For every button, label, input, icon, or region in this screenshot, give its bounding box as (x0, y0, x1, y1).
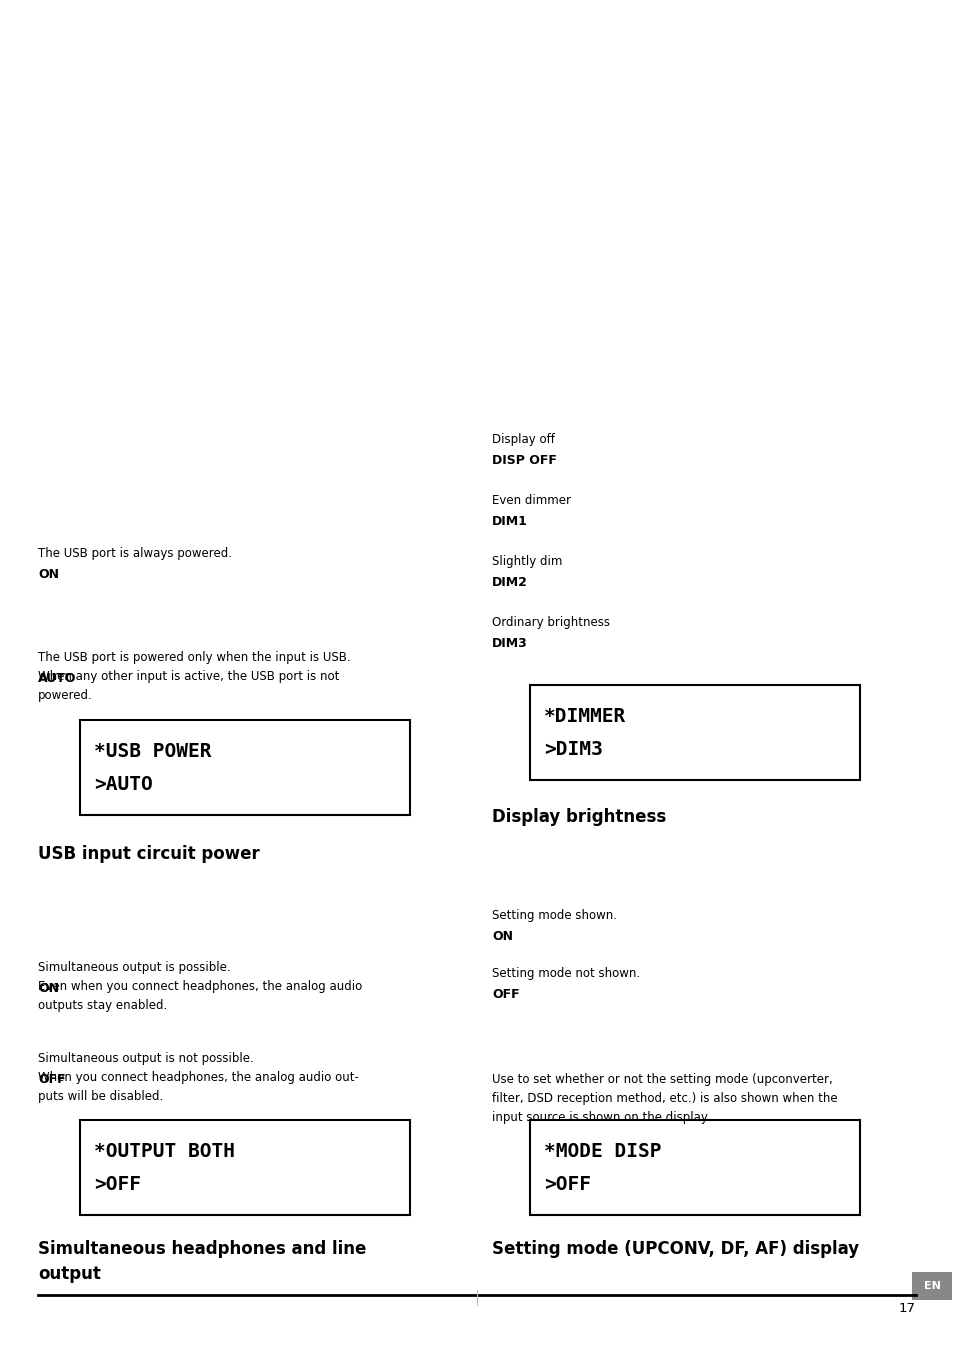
Text: ON: ON (38, 981, 59, 995)
Text: USB input circuit power: USB input circuit power (38, 845, 259, 863)
Text: AUTO: AUTO (38, 672, 76, 684)
Text: 17: 17 (898, 1301, 915, 1315)
Text: Simultaneous output is possible.
Even when you connect headphones, the analog au: Simultaneous output is possible. Even wh… (38, 961, 362, 1012)
FancyBboxPatch shape (911, 1272, 951, 1300)
Text: DIM2: DIM2 (492, 576, 527, 589)
Text: *OUTPUT BOTH: *OUTPUT BOTH (94, 1142, 234, 1161)
Text: *USB POWER: *USB POWER (94, 743, 212, 761)
Text: >OFF: >OFF (543, 1174, 590, 1195)
FancyBboxPatch shape (80, 1120, 410, 1215)
Text: Simultaneous headphones and line
output: Simultaneous headphones and line output (38, 1241, 366, 1282)
FancyBboxPatch shape (80, 720, 410, 815)
Text: ON: ON (492, 930, 513, 944)
Text: The USB port is powered only when the input is USB.
When any other input is acti: The USB port is powered only when the in… (38, 651, 351, 702)
Text: ON: ON (38, 568, 59, 580)
Text: Display off: Display off (492, 433, 555, 446)
Text: >AUTO: >AUTO (94, 775, 152, 794)
Text: Slightly dim: Slightly dim (492, 555, 561, 568)
Text: *MODE DISP: *MODE DISP (543, 1142, 660, 1161)
Text: Display brightness: Display brightness (492, 809, 665, 826)
Text: Simultaneous output is not possible.
When you connect headphones, the analog aud: Simultaneous output is not possible. Whe… (38, 1052, 358, 1103)
Text: DIM1: DIM1 (492, 514, 527, 528)
Text: OFF: OFF (38, 1073, 66, 1085)
Text: >OFF: >OFF (94, 1174, 141, 1195)
Text: DIM3: DIM3 (492, 637, 527, 649)
Text: >DIM3: >DIM3 (543, 740, 602, 759)
FancyBboxPatch shape (530, 1120, 859, 1215)
FancyBboxPatch shape (530, 684, 859, 780)
Text: *DIMMER: *DIMMER (543, 707, 625, 726)
Text: EN: EN (923, 1281, 940, 1291)
Text: Use to set whether or not the setting mode (upconverter,
filter, DSD reception m: Use to set whether or not the setting mo… (492, 1073, 837, 1125)
Text: Setting mode (UPCONV, DF, AF) display: Setting mode (UPCONV, DF, AF) display (492, 1241, 859, 1258)
Text: Ordinary brightness: Ordinary brightness (492, 616, 609, 629)
Text: DISP OFF: DISP OFF (492, 454, 557, 467)
Text: Even dimmer: Even dimmer (492, 494, 571, 508)
Text: The USB port is always powered.: The USB port is always powered. (38, 547, 232, 560)
Text: Setting mode not shown.: Setting mode not shown. (492, 967, 639, 980)
Text: Setting mode shown.: Setting mode shown. (492, 909, 617, 922)
Text: OFF: OFF (492, 988, 519, 1000)
